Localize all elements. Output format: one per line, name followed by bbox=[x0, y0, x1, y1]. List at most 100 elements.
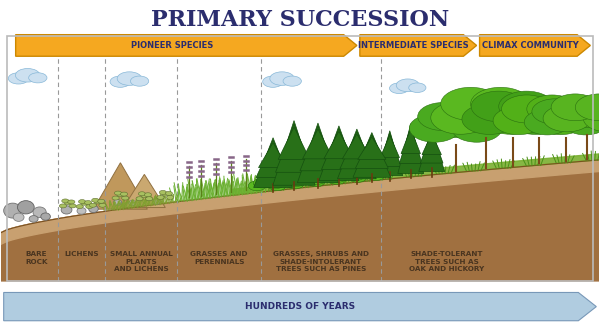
Polygon shape bbox=[422, 134, 442, 155]
Polygon shape bbox=[278, 127, 310, 160]
Text: SHADE-TOLERANT
TREES SUCH AS
OAK AND HICKORY: SHADE-TOLERANT TREES SUCH AS OAK AND HIC… bbox=[409, 251, 484, 272]
Circle shape bbox=[583, 105, 600, 132]
Circle shape bbox=[443, 103, 494, 131]
Circle shape bbox=[276, 174, 294, 184]
Polygon shape bbox=[343, 134, 371, 159]
Circle shape bbox=[357, 166, 374, 175]
Circle shape bbox=[389, 83, 409, 94]
Polygon shape bbox=[353, 133, 391, 177]
Polygon shape bbox=[298, 123, 338, 183]
Ellipse shape bbox=[61, 206, 72, 214]
Circle shape bbox=[455, 96, 515, 129]
Circle shape bbox=[139, 192, 146, 196]
Circle shape bbox=[555, 99, 600, 124]
Polygon shape bbox=[398, 124, 424, 173]
Circle shape bbox=[502, 95, 552, 123]
Circle shape bbox=[481, 101, 541, 134]
Polygon shape bbox=[16, 35, 357, 56]
Ellipse shape bbox=[129, 200, 136, 206]
Circle shape bbox=[535, 107, 586, 135]
Circle shape bbox=[99, 203, 106, 207]
Text: GRASSES, SHRUBS AND
SHADE-INTOLERANT
TREES SUCH AS PINES: GRASSES, SHRUBS AND SHADE-INTOLERANT TRE… bbox=[273, 251, 369, 272]
Circle shape bbox=[263, 178, 281, 188]
Polygon shape bbox=[358, 137, 386, 160]
Circle shape bbox=[62, 199, 69, 203]
Text: HUNDREDS OF YEARS: HUNDREDS OF YEARS bbox=[245, 302, 355, 311]
Circle shape bbox=[122, 196, 129, 200]
Circle shape bbox=[98, 199, 105, 203]
Circle shape bbox=[162, 192, 169, 196]
Circle shape bbox=[352, 168, 370, 178]
Polygon shape bbox=[94, 163, 148, 209]
Ellipse shape bbox=[113, 199, 122, 205]
Circle shape bbox=[248, 181, 266, 191]
Circle shape bbox=[112, 196, 119, 200]
Circle shape bbox=[297, 172, 315, 182]
Circle shape bbox=[302, 174, 320, 184]
Circle shape bbox=[263, 76, 283, 87]
Circle shape bbox=[117, 193, 124, 197]
Circle shape bbox=[68, 200, 75, 204]
Ellipse shape bbox=[29, 215, 38, 222]
Circle shape bbox=[266, 179, 284, 189]
Circle shape bbox=[92, 198, 99, 202]
Polygon shape bbox=[380, 135, 400, 158]
Polygon shape bbox=[259, 143, 287, 167]
Polygon shape bbox=[379, 133, 401, 166]
Circle shape bbox=[69, 204, 76, 208]
Polygon shape bbox=[421, 132, 443, 163]
Circle shape bbox=[418, 103, 468, 131]
Ellipse shape bbox=[13, 213, 24, 221]
Circle shape bbox=[76, 204, 83, 208]
Circle shape bbox=[157, 195, 164, 199]
Circle shape bbox=[270, 72, 294, 85]
Polygon shape bbox=[479, 35, 590, 56]
Circle shape bbox=[64, 200, 71, 204]
Circle shape bbox=[462, 104, 517, 135]
Circle shape bbox=[367, 171, 385, 180]
Polygon shape bbox=[1, 160, 599, 244]
Polygon shape bbox=[401, 129, 421, 154]
Circle shape bbox=[167, 195, 173, 199]
Polygon shape bbox=[377, 131, 403, 175]
Circle shape bbox=[94, 200, 101, 204]
Ellipse shape bbox=[33, 207, 46, 217]
Circle shape bbox=[441, 87, 500, 121]
Circle shape bbox=[508, 104, 563, 135]
Polygon shape bbox=[1, 160, 599, 281]
Circle shape bbox=[141, 193, 148, 197]
Circle shape bbox=[430, 110, 481, 138]
Circle shape bbox=[451, 114, 502, 142]
Circle shape bbox=[286, 179, 304, 189]
Polygon shape bbox=[324, 131, 354, 159]
Circle shape bbox=[121, 192, 128, 196]
Circle shape bbox=[431, 101, 491, 134]
Ellipse shape bbox=[17, 201, 34, 214]
Circle shape bbox=[323, 172, 341, 181]
Circle shape bbox=[117, 72, 142, 85]
Polygon shape bbox=[230, 154, 599, 195]
Circle shape bbox=[499, 91, 554, 122]
Polygon shape bbox=[360, 35, 476, 56]
Circle shape bbox=[253, 178, 271, 188]
Circle shape bbox=[292, 174, 310, 184]
Ellipse shape bbox=[41, 213, 50, 220]
Circle shape bbox=[16, 69, 40, 82]
Circle shape bbox=[470, 87, 530, 121]
Polygon shape bbox=[322, 129, 356, 169]
Text: CLIMAX COMMUNITY: CLIMAX COMMUNITY bbox=[482, 41, 579, 50]
Circle shape bbox=[485, 99, 540, 129]
Circle shape bbox=[166, 191, 172, 195]
Ellipse shape bbox=[89, 205, 98, 212]
Circle shape bbox=[287, 177, 305, 186]
Ellipse shape bbox=[77, 207, 86, 214]
Circle shape bbox=[110, 76, 130, 87]
Text: LICHENS: LICHENS bbox=[64, 251, 99, 257]
Circle shape bbox=[85, 200, 92, 204]
Circle shape bbox=[471, 91, 526, 122]
Circle shape bbox=[563, 101, 600, 127]
Polygon shape bbox=[400, 126, 422, 164]
Circle shape bbox=[551, 94, 599, 121]
Circle shape bbox=[334, 170, 352, 179]
Polygon shape bbox=[419, 129, 445, 171]
